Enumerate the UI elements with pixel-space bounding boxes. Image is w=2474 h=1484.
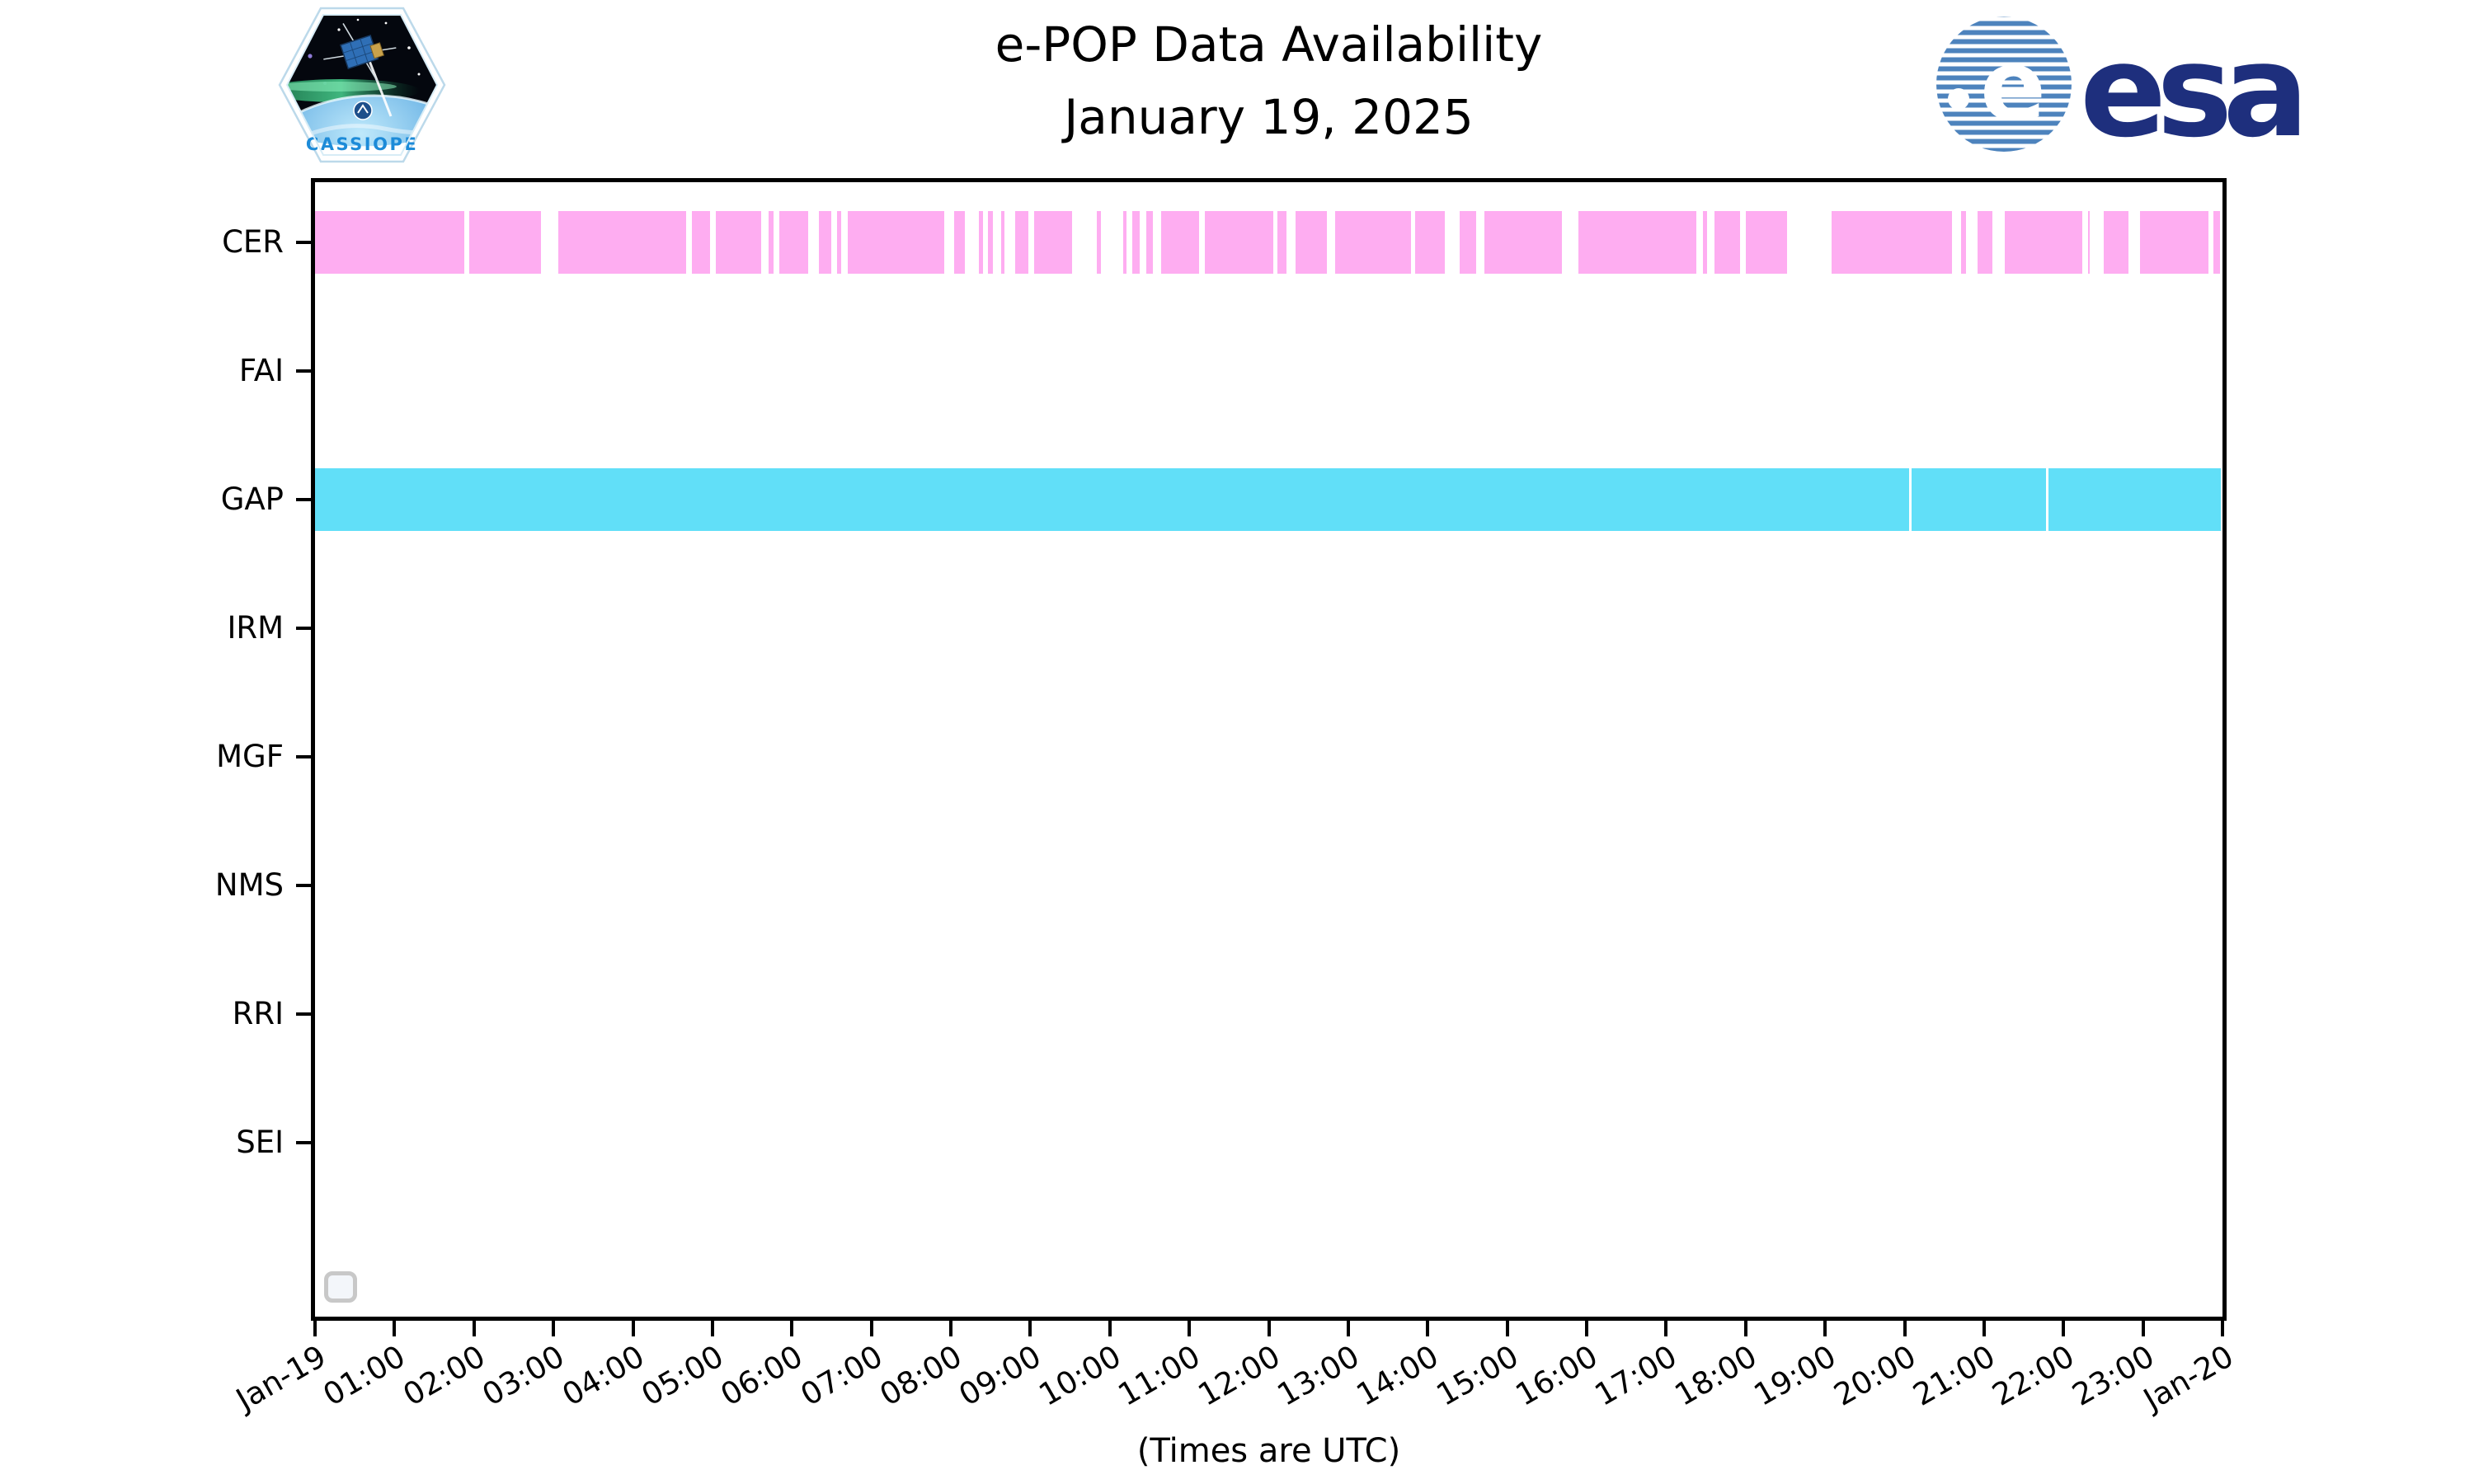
- x-axis-note: (Times are UTC): [1136, 1432, 1401, 1470]
- availability-bar-cer: [2139, 211, 2208, 274]
- availability-bar-cer: [988, 211, 994, 274]
- x-tick: [1903, 1321, 1907, 1336]
- availability-bar-cer: [557, 211, 687, 274]
- availability-bar-cer: [1334, 211, 1411, 274]
- y-tick-label-sei: SEI: [236, 1125, 284, 1160]
- x-tick: [949, 1321, 952, 1336]
- y-tick-sei: [296, 1141, 311, 1144]
- availability-bar-cer: [1484, 211, 1563, 274]
- availability-bar-cer: [1161, 211, 1199, 274]
- x-tick: [552, 1321, 556, 1336]
- availability-bar-gap: [1912, 468, 2047, 531]
- cassiope-patch-label: CASSIOPE: [306, 134, 418, 154]
- availability-bar-cer: [715, 211, 761, 274]
- availability-bar-cer: [1714, 211, 1740, 274]
- plot-area: (Times are UTC) CER FAI GAP IRM MGF NMS RRI SEI…: [215, 178, 2240, 1470]
- y-tick-mgf: [296, 755, 311, 758]
- availability-bar-cer: [2004, 211, 2083, 274]
- availability-bar-cer: [1000, 211, 1004, 274]
- availability-bar-cer: [1131, 211, 1141, 274]
- x-tick: [631, 1321, 635, 1336]
- y-tick-irm: [296, 627, 311, 630]
- availability-bar-cer: [2088, 211, 2091, 274]
- availability-bar-cer: [1146, 211, 1153, 274]
- y-tick-label-cer: CER: [222, 224, 284, 260]
- y-tick-label-gap: GAP: [220, 481, 284, 517]
- availability-bar-cer: [1123, 211, 1126, 274]
- availability-bar-cer: [469, 211, 541, 274]
- x-tick: [790, 1321, 794, 1336]
- y-tick-cer: [296, 241, 311, 244]
- availability-bar-gap: [315, 468, 1910, 531]
- availability-bar-cer: [1960, 211, 1966, 274]
- availability-bar-cer: [1459, 211, 1476, 274]
- x-tick: [393, 1321, 397, 1336]
- availability-bar-cer: [691, 211, 710, 274]
- availability-bar-cer: [1745, 211, 1787, 274]
- x-tick: [1823, 1321, 1827, 1336]
- availability-bar-cer: [837, 211, 841, 274]
- x-tick: [1743, 1321, 1747, 1336]
- availability-bar-cer: [1205, 211, 1274, 274]
- y-tick-label-irm: IRM: [227, 610, 284, 646]
- x-tick: [2062, 1321, 2066, 1336]
- cassiope-mission-patch: CASSIOPE: [277, 5, 447, 168]
- availability-bar-gap: [2048, 468, 2221, 531]
- x-tick: [1585, 1321, 1588, 1336]
- availability-bar-cer: [1034, 211, 1073, 274]
- y-tick-nms: [296, 884, 311, 887]
- availability-bar-cer: [1578, 211, 1696, 274]
- x-tick: [710, 1321, 714, 1336]
- availability-bar-cer: [1702, 211, 1708, 274]
- availability-bar-cer: [978, 211, 984, 274]
- availability-bar-cer: [1978, 211, 1993, 274]
- x-tick: [313, 1321, 317, 1336]
- cassiope-patch-icon: CASSIOPE: [278, 7, 446, 163]
- availability-bar-cer: [1277, 211, 1286, 274]
- svg-text:e: e: [1980, 29, 2046, 143]
- y-tick-label-rri: RRI: [232, 996, 284, 1031]
- x-tick: [1426, 1321, 1430, 1336]
- chart-subtitle-date: January 19, 2025: [1064, 89, 1474, 145]
- x-tick: [1188, 1321, 1192, 1336]
- x-tick: [1028, 1321, 1032, 1336]
- availability-bar-cer: [1097, 211, 1102, 274]
- x-tick: [2141, 1321, 2145, 1336]
- y-tick-label-mgf: MGF: [216, 739, 284, 774]
- x-tick: [1505, 1321, 1509, 1336]
- x-tick: [472, 1321, 476, 1336]
- availability-bar-cer: [1015, 211, 1029, 274]
- y-tick-fai: [296, 369, 311, 373]
- availability-bar-cer: [778, 211, 809, 274]
- y-tick-rri: [296, 1012, 311, 1016]
- availability-bar-cer: [1414, 211, 1446, 274]
- y-tick-gap: [296, 498, 311, 501]
- x-tick: [1346, 1321, 1350, 1336]
- availability-bar-cer: [953, 211, 966, 274]
- availability-bar-cer: [847, 211, 945, 274]
- availability-bar-cer: [2213, 211, 2221, 274]
- availability-bar-cer: [1831, 211, 1953, 274]
- empty-legend-box: [324, 1271, 357, 1303]
- x-tick: [1267, 1321, 1271, 1336]
- x-tick: [1982, 1321, 1986, 1336]
- availability-bar-cer: [315, 211, 465, 274]
- x-tick: [1664, 1321, 1668, 1336]
- availability-bar-cer: [819, 211, 832, 274]
- x-tick: [869, 1321, 873, 1336]
- x-tick: [2221, 1321, 2224, 1336]
- availability-bar-cer: [2104, 211, 2129, 274]
- availability-bar-cer: [1296, 211, 1327, 274]
- chart-title-block: e-POP Data Availability January 19, 2025: [311, 8, 2227, 153]
- availability-bar-cer: [769, 211, 774, 274]
- esa-logo-icon: e esa: [1936, 16, 2309, 166]
- chart-title: e-POP Data Availability: [995, 16, 1543, 73]
- y-tick-label-nms: NMS: [214, 867, 284, 903]
- x-tick: [1108, 1321, 1112, 1336]
- y-tick-label-fai: FAI: [238, 353, 284, 388]
- esa-logo: e esa: [1933, 10, 2321, 166]
- esa-logo-text: esa: [2080, 16, 2299, 158]
